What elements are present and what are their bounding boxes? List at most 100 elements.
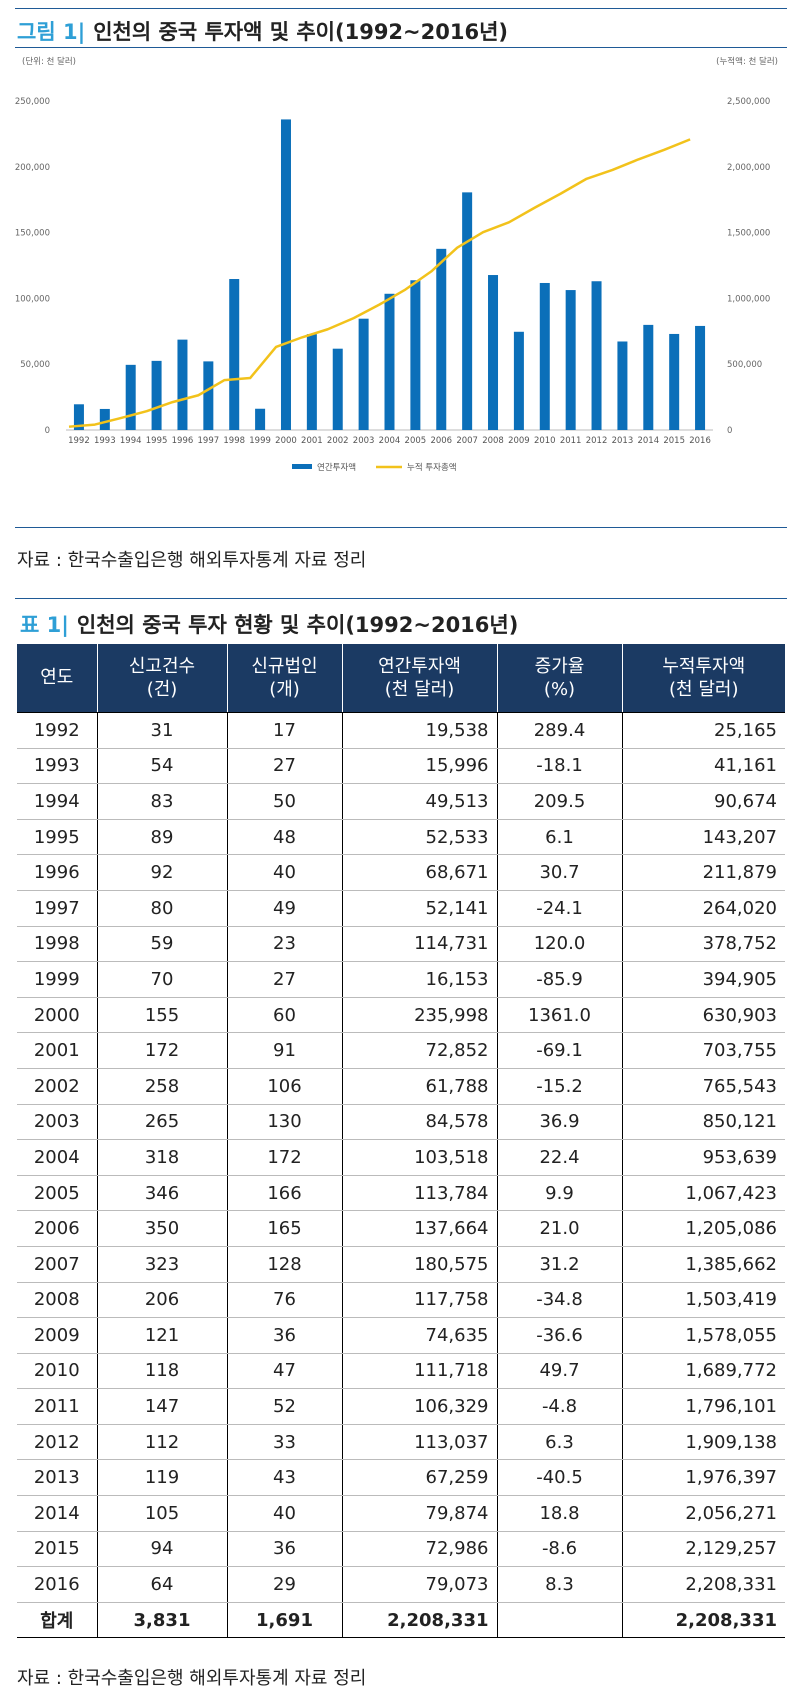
header-growth-unit: (%) [543, 679, 576, 700]
table-cell: 1,578,055 [622, 1317, 785, 1354]
table-cell: 2007 [17, 1246, 98, 1283]
bar-2010 [539, 282, 550, 430]
table-row: 1997 80 49 52,141 -24.1 264,020 [17, 890, 785, 927]
x-tick-label: 2009 [508, 436, 530, 446]
left-tick-label: 200,000 [15, 163, 50, 173]
x-tick-label: 2014 [637, 436, 659, 446]
table-cell: 1,796,101 [622, 1388, 785, 1425]
table-row: 1995 89 48 52,533 6.1 143,207 [17, 819, 785, 856]
table-cell: 6.3 [497, 1424, 623, 1461]
table-cell: 111,718 [342, 1353, 498, 1390]
header-new-corps-label: 신규법인 [251, 655, 318, 677]
table-cell: 49.7 [497, 1353, 623, 1390]
bar-1995 [151, 360, 162, 430]
table-row: 2002 258 106 61,788 -15.2 765,543 [17, 1068, 785, 1105]
table-cell: 1,909,138 [622, 1424, 785, 1461]
table-cell: -40.5 [497, 1459, 623, 1497]
table-cell: 209.5 [497, 783, 623, 820]
table-row: 1994 83 50 49,513 209.5 90,674 [17, 783, 785, 820]
x-tick-label: 1995 [146, 436, 168, 446]
bar-2003 [358, 318, 369, 430]
right-tick-label: 2,000,000 [727, 163, 770, 173]
bar-2006 [436, 248, 447, 430]
table-cell: 166 [227, 1175, 343, 1212]
table-cell: 2011 [17, 1388, 98, 1425]
table-cell: 49,513 [342, 783, 498, 820]
cumulative-line [68, 138, 691, 428]
table-cell: 350 [97, 1210, 228, 1247]
table-cell: 17 [227, 712, 343, 749]
header-growth: 증가율 (%) [497, 644, 623, 713]
table-cell: 120.0 [497, 926, 623, 963]
figure-title-text: 인천의 중국 투자액 및 추이(1992~2016년) [93, 20, 509, 44]
bar-1993 [99, 408, 110, 430]
table-cell: 31.2 [497, 1246, 623, 1283]
bar-2009 [513, 331, 524, 430]
table-cell: 1,689,772 [622, 1353, 785, 1390]
table-cell: 2000 [17, 997, 98, 1034]
bar-2000 [280, 119, 291, 430]
table-cell: -85.9 [497, 961, 623, 998]
x-tick-label: 2005 [405, 436, 427, 446]
table-cell: 2003 [17, 1104, 98, 1141]
bar-1996 [177, 339, 188, 430]
table-cell: 48 [227, 819, 343, 856]
table-cell: 265 [97, 1104, 228, 1141]
bar-2004 [384, 293, 395, 430]
header-new-corps-unit: (개) [269, 679, 300, 700]
table-cell: 72,852 [342, 1032, 498, 1069]
table-cell: 114,731 [342, 926, 498, 963]
table-row: 2015 94 36 72,986 -8.6 2,129,257 [17, 1531, 785, 1568]
table-cell: 2005 [17, 1175, 98, 1212]
x-tick-label: 1996 [172, 436, 194, 446]
table-cell: 2006 [17, 1210, 98, 1247]
x-tick-label: 2010 [534, 436, 556, 446]
header-year-label: 연도 [40, 667, 74, 689]
table-cell: 2012 [17, 1424, 98, 1461]
figure-source: 자료 : 한국수출입은행 해외투자통계 자료 정리 [17, 550, 367, 571]
table-row: 1993 54 27 15,996 -18.1 41,161 [17, 748, 785, 785]
bar-1998 [229, 279, 240, 430]
right-tick-label: 2,500,000 [727, 97, 770, 107]
table-cell: 1992 [17, 712, 98, 749]
table-cell: -34.8 [497, 1282, 623, 1319]
table-cell: 67,259 [342, 1459, 498, 1497]
table-cell: 2,208,331 [622, 1566, 785, 1603]
table-cell: 703,755 [622, 1032, 785, 1069]
table-cell: 264,020 [622, 890, 785, 927]
table-cell: 16,153 [342, 961, 498, 998]
bar-1994 [125, 364, 136, 430]
table-cell: 80 [97, 890, 228, 927]
table-cell: 2010 [17, 1353, 98, 1390]
x-tick-label: 1998 [223, 436, 245, 446]
table-cell: 36 [227, 1531, 343, 1568]
x-tick-label: 2012 [586, 436, 608, 446]
table-cell: 61,788 [342, 1068, 498, 1105]
table-cell: 94 [97, 1531, 228, 1568]
table-cell: 1361.0 [497, 997, 623, 1034]
table-cell: 15,996 [342, 748, 498, 785]
table-cell: 1,067,423 [622, 1175, 785, 1212]
header-reports: 신고건수 (건) [97, 644, 228, 713]
table-cell: 119 [97, 1459, 228, 1497]
table-row: 1998 59 23 114,731 120.0 378,752 [17, 926, 785, 963]
table-cell: 54 [97, 748, 228, 785]
table-row: 2009 121 36 74,635 -36.6 1,578,055 [17, 1317, 785, 1354]
table-cell: 36 [227, 1317, 343, 1354]
left-unit-label: (단위: 천 달러) [22, 56, 76, 67]
table-top-rule [15, 598, 787, 599]
bar-2011 [565, 290, 576, 430]
table-cell: 117,758 [342, 1282, 498, 1319]
table-cell: -36.6 [497, 1317, 623, 1354]
table-cell: 318 [97, 1139, 228, 1176]
table-cell: 22.4 [497, 1139, 623, 1176]
table-cell: 112 [97, 1424, 228, 1461]
table-cell: 47 [227, 1353, 343, 1390]
x-tick-label: 1993 [94, 436, 116, 446]
table-cell: 165 [227, 1210, 343, 1247]
table-cell: 137,664 [342, 1210, 498, 1247]
header-reports-label: 신고건수 [128, 655, 196, 677]
table-cell: 23 [227, 926, 343, 963]
table-cell: 128 [227, 1246, 343, 1283]
table-cell: 1,503,419 [622, 1282, 785, 1319]
